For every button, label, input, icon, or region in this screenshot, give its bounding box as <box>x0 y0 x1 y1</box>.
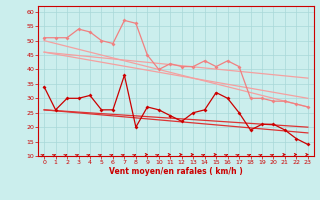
X-axis label: Vent moyen/en rafales ( km/h ): Vent moyen/en rafales ( km/h ) <box>109 167 243 176</box>
